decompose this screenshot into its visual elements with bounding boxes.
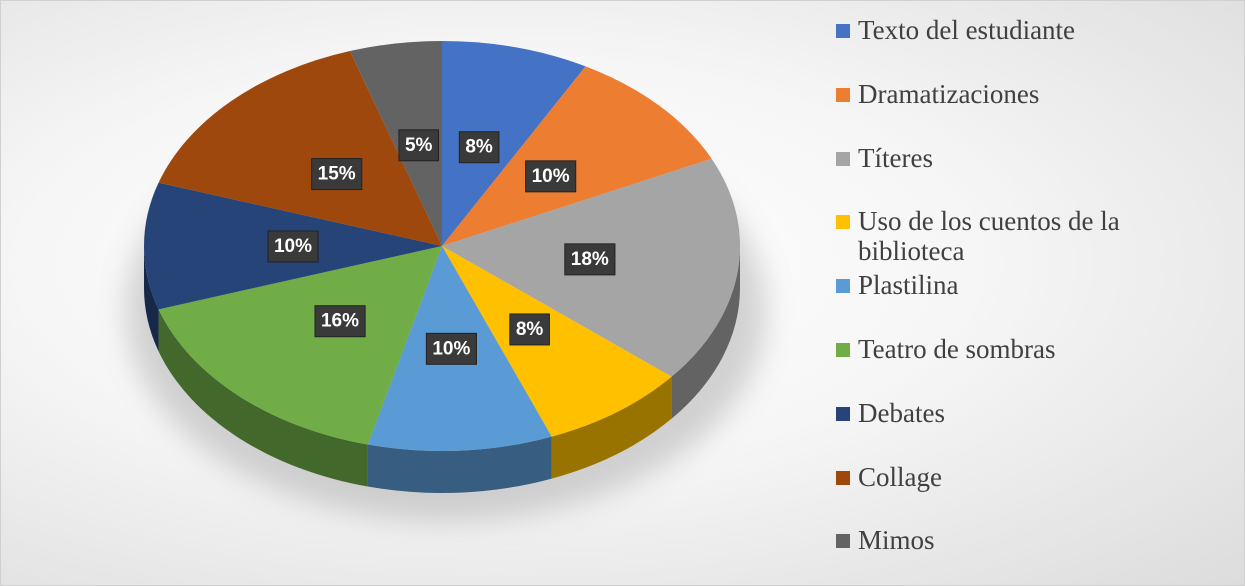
data-label-box xyxy=(311,158,363,191)
legend-label: Uso de los cuentos de la biblioteca xyxy=(858,206,1120,267)
data-label: 8% xyxy=(516,319,544,340)
legend-item: Debates xyxy=(836,398,1196,428)
legend-item: Uso de los cuentos de la biblioteca xyxy=(836,206,1196,266)
data-label: 10% xyxy=(432,338,470,359)
legend-swatch xyxy=(836,279,850,294)
legend-label: Dramatizaciones xyxy=(858,78,1040,109)
legend-label: Teatro de sombras xyxy=(858,334,1056,364)
data-label-box xyxy=(398,129,440,162)
legend-item: Collage xyxy=(836,462,1196,492)
pie-slice xyxy=(158,51,443,246)
legend-item: Títeres xyxy=(836,143,1196,173)
data-label: 10% xyxy=(274,236,312,257)
data-label: 5% xyxy=(405,135,433,156)
legend-label: Texto del estudiante xyxy=(858,15,1076,45)
legend-item: Texto del estudiante xyxy=(836,15,1196,45)
pie-side xyxy=(158,309,368,487)
data-label: 10% xyxy=(532,166,570,187)
pie-side xyxy=(367,436,552,493)
data-label: 16% xyxy=(321,311,359,332)
legend-label: Plastilina xyxy=(858,270,959,301)
data-label-box xyxy=(525,160,577,193)
data-label: 18% xyxy=(571,249,609,270)
data-label-box xyxy=(314,305,366,338)
data-label: 15% xyxy=(318,164,356,185)
legend-item: Plastilina xyxy=(836,270,1196,300)
data-label: 8% xyxy=(465,137,493,158)
legend-swatch xyxy=(836,343,850,357)
legend-label: Debates xyxy=(858,397,945,428)
data-label-box xyxy=(509,313,550,346)
pie-side xyxy=(551,376,672,479)
legend-item: Teatro de sombras xyxy=(836,334,1196,364)
data-label-box xyxy=(425,332,477,365)
data-label-box xyxy=(267,230,319,263)
legend-swatch xyxy=(836,406,850,421)
data-label-box xyxy=(564,243,616,276)
legend-swatch xyxy=(836,87,850,102)
legend-swatch xyxy=(836,534,850,549)
data-label-box xyxy=(458,131,500,164)
legend-swatch xyxy=(836,470,850,485)
pie-slice xyxy=(349,41,442,246)
pie-slice xyxy=(442,246,672,437)
legend-swatch xyxy=(836,24,850,38)
legend-label: Mimos xyxy=(858,525,935,556)
pie-side xyxy=(671,246,740,419)
pie-side xyxy=(144,246,159,352)
pie-slice xyxy=(158,246,443,445)
legend-label: Títeres xyxy=(858,142,933,173)
legend-label: Collage xyxy=(858,461,942,492)
legend-item: Mimos xyxy=(836,525,1196,555)
legend-item: Dramatizaciones xyxy=(836,79,1196,109)
legend-swatch xyxy=(836,215,850,230)
legend-swatch xyxy=(836,151,850,166)
pie-slice xyxy=(442,41,586,246)
pie-slice xyxy=(442,66,712,246)
